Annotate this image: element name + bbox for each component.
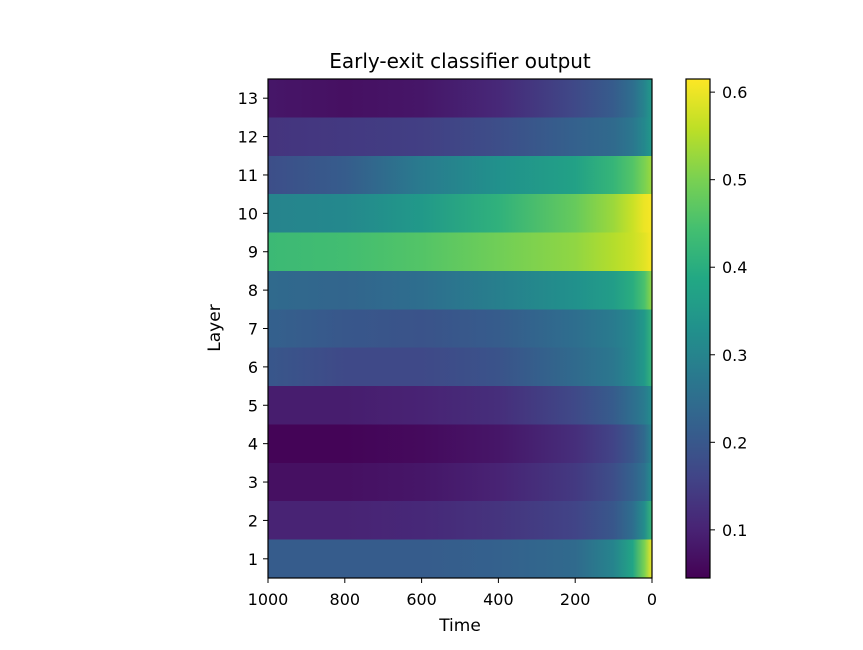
heatmap-row-layer-2 [268,501,652,540]
colorbar-axis: 0.1 0.2 0.3 0.4 0.5 0.6 [710,83,747,540]
x-tick-label: 800 [330,590,361,609]
heatmap-row-layer-5 [268,386,652,425]
x-tick-label: 200 [560,590,591,609]
y-tick-label: 12 [238,128,258,147]
heatmap-row-layer-1 [268,539,652,578]
colorbar-tick-label: 0.1 [722,521,747,540]
x-tick-label: 1000 [248,590,289,609]
y-tick-label: 5 [248,396,258,415]
y-tick-label: 11 [238,166,258,185]
x-tick-label: 0 [647,590,657,609]
heatmap-row-layer-13 [268,79,652,118]
y-tick-label: 13 [238,89,258,108]
heatmap-row-layer-3 [268,462,652,502]
x-tick-label: 400 [483,590,514,609]
colorbar-tick-label: 0.6 [722,83,747,102]
heatmap-rows [268,79,652,578]
colorbar-tick-label: 0.2 [722,433,747,452]
heatmap-row-layer-8 [268,270,652,310]
colorbar-tick-label: 0.3 [722,346,747,365]
x-axis: 1000 800 600 400 200 0 [248,578,657,609]
heatmap-row-layer-12 [268,117,652,156]
heatmap-row-layer-11 [268,155,652,195]
colorbar-tick-label: 0.5 [722,171,747,190]
y-tick-label: 2 [248,511,258,530]
x-tick-label: 600 [406,590,437,609]
y-tick-label: 7 [248,320,258,339]
chart-title: Early-exit classifier output [329,49,591,73]
colorbar-frame [685,78,711,579]
y-tick-label: 3 [248,473,258,492]
heatmap-row-layer-9 [268,232,652,271]
y-tick-label: 4 [248,435,258,454]
heatmap-row-layer-6 [268,347,652,387]
heatmap-row-layer-4 [268,424,652,463]
y-tick-label: 10 [238,204,258,223]
y-tick-label: 6 [248,358,258,377]
y-tick-label: 1 [248,550,258,569]
colorbar-tick-label: 0.4 [722,258,747,277]
x-axis-label: Time [438,616,481,636]
y-tick-label: 9 [248,243,258,262]
colorbar [686,79,710,578]
heatmap-row-layer-7 [268,309,652,348]
y-axis-label: Layer [205,304,225,351]
heatmap-row-layer-10 [268,194,652,233]
y-tick-label: 8 [248,281,258,300]
